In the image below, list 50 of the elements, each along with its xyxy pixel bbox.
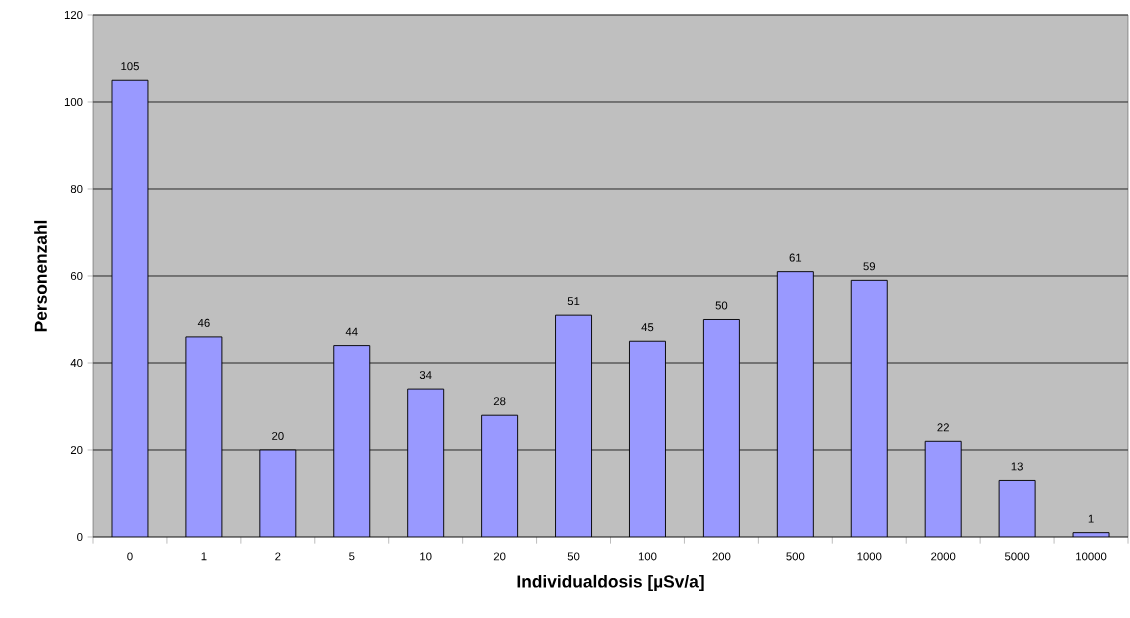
data-label: 50 <box>715 301 728 310</box>
data-label: 20 <box>272 431 284 440</box>
x-tick-label: 1000 <box>857 552 882 561</box>
y-axis-title: Personenzahl <box>34 220 47 332</box>
x-tick-label: 1 <box>201 552 207 561</box>
y-tick-label: 60 <box>70 271 83 280</box>
bar <box>111 79 149 537</box>
y-tick-label: 100 <box>64 97 83 106</box>
data-label: 22 <box>937 423 949 432</box>
data-label: 59 <box>863 262 876 271</box>
data-label: 1 <box>1088 514 1094 523</box>
data-label: 44 <box>345 327 358 336</box>
y-tick-label: 80 <box>70 184 83 193</box>
bar <box>555 314 593 537</box>
data-label: 45 <box>641 323 654 332</box>
y-tick-label: 40 <box>70 359 83 367</box>
x-tick-label: 10000 <box>1076 552 1107 561</box>
bar <box>407 388 445 537</box>
x-tick-label: 20 <box>493 552 506 561</box>
x-tick-label: 50 <box>567 552 580 561</box>
y-tick-label: 120 <box>64 10 83 19</box>
data-label: 28 <box>493 397 506 406</box>
data-label: 61 <box>789 253 802 262</box>
bar <box>702 319 740 537</box>
bar <box>259 449 297 537</box>
bar <box>998 479 1036 537</box>
x-tick-label: 500 <box>786 552 805 561</box>
x-tick-label: 10 <box>420 552 432 561</box>
x-tick-label: 200 <box>712 552 731 561</box>
bar <box>776 271 814 537</box>
bar <box>481 414 519 537</box>
y-tick-label: 0 <box>77 533 83 542</box>
x-tick-label: 2000 <box>931 552 956 561</box>
data-label: 51 <box>567 297 580 306</box>
x-axis-title: Individualdosis [µSv/a] <box>517 574 704 592</box>
bar <box>924 440 962 537</box>
x-tick-label: 2 <box>275 552 281 561</box>
bar <box>629 340 666 537</box>
data-label: 46 <box>197 318 210 327</box>
x-tick-label: 5 <box>349 552 355 561</box>
x-tick-label: 100 <box>638 552 657 561</box>
x-tick-label: 0 <box>127 552 133 561</box>
x-tick-label: 5000 <box>1004 552 1030 561</box>
y-tick-label: 20 <box>70 446 83 455</box>
bar <box>185 336 223 537</box>
bar <box>333 345 371 537</box>
bar <box>850 279 888 537</box>
data-label: 13 <box>1011 462 1023 471</box>
data-label: 105 <box>121 62 139 71</box>
data-label: 34 <box>419 371 432 380</box>
